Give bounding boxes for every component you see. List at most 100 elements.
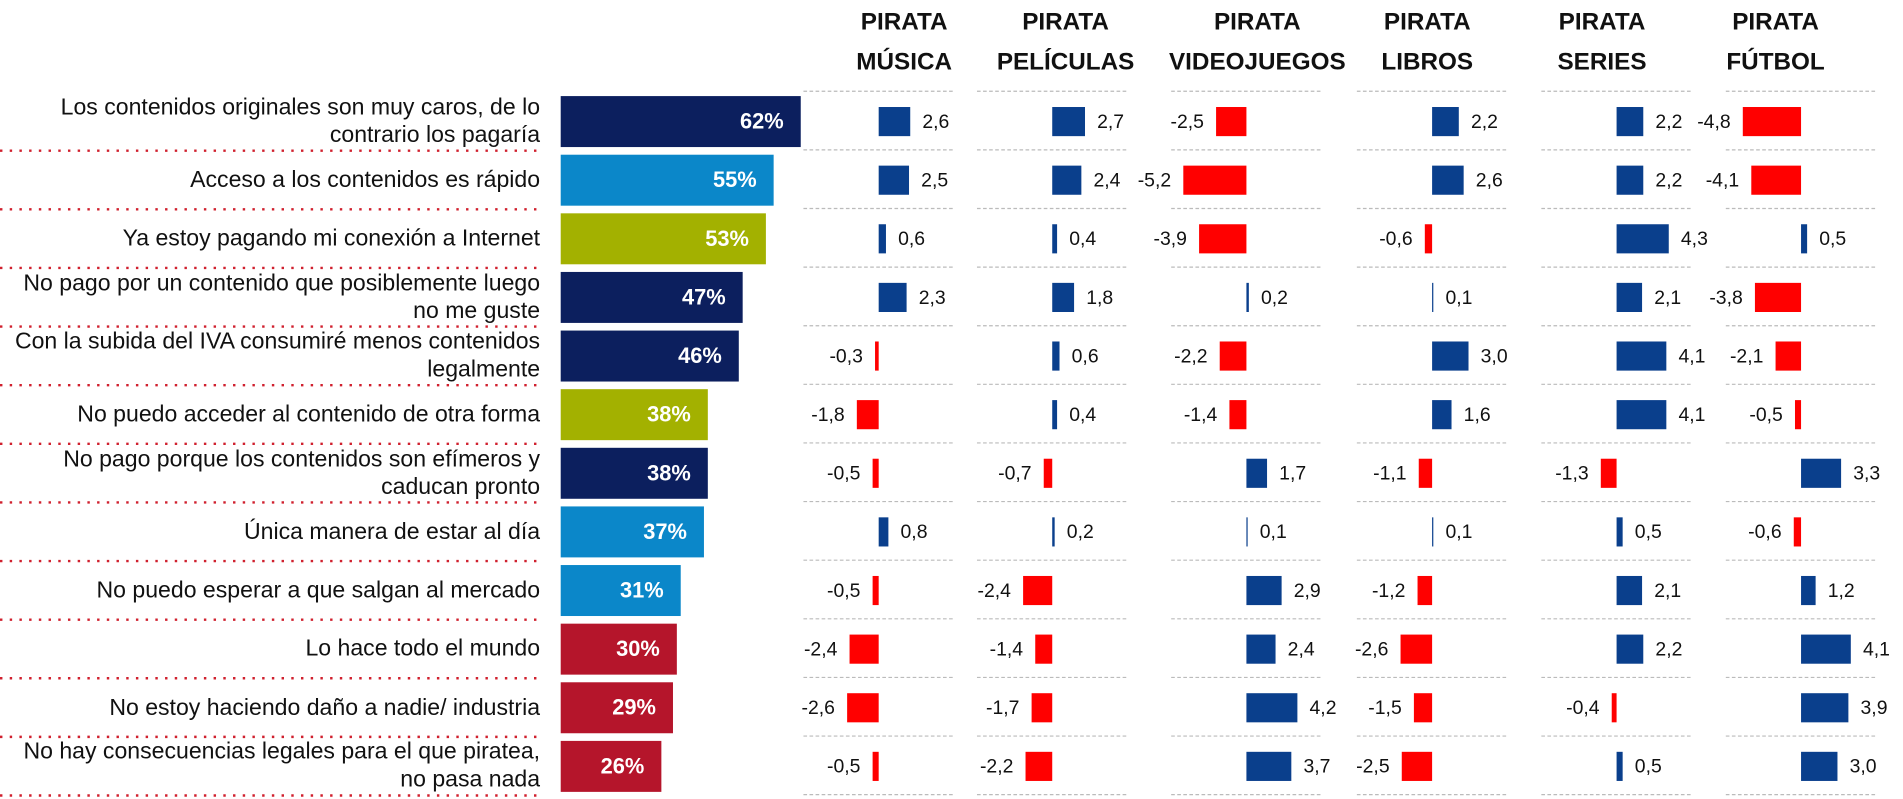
bar (878, 517, 889, 547)
column-title: PIRATA (1022, 9, 1109, 36)
column-title: MÚSICA (856, 48, 952, 76)
value-label: 55% (713, 167, 757, 192)
value-label: 2,2 (1471, 111, 1498, 133)
bar (872, 575, 879, 606)
bar (1775, 341, 1802, 371)
value-label: -0,5 (827, 756, 860, 778)
value-label: -2,5 (1356, 756, 1389, 778)
value-label: -0,3 (829, 345, 862, 367)
bar (1432, 517, 1434, 547)
value-label: 2,2 (1655, 638, 1682, 660)
category-box: No pago porque los contenidos son efímer… (63, 446, 541, 500)
value-label: -0,4 (1566, 697, 1600, 719)
bar (1401, 751, 1433, 781)
category-label: Los contenidos originales son muy caros,… (60, 94, 541, 149)
category-label: Lo hace todo el mundo (305, 636, 541, 662)
category-label: No pago porque los contenidos son efímer… (63, 446, 541, 500)
bar (1616, 282, 1643, 312)
value-label: 0,1 (1445, 521, 1472, 543)
bar (560, 154, 774, 206)
bar (1742, 107, 1802, 137)
bar (856, 400, 879, 430)
column-title: SERIES (1558, 49, 1647, 76)
value-label: 2,6 (922, 111, 949, 133)
value-label: 26% (601, 753, 645, 778)
bar (1246, 458, 1268, 488)
value-label: 30% (616, 636, 660, 661)
bar (1616, 165, 1644, 195)
value-label: -1,4 (990, 638, 1024, 660)
bar (560, 682, 673, 734)
bar (1418, 458, 1433, 488)
value-label: -4,1 (1706, 170, 1739, 192)
bar (1432, 282, 1434, 312)
category-label: No puedo esperar a que salgan al mercado (96, 577, 541, 604)
category-label: Única manera de estar al día (243, 519, 541, 545)
value-label: 62% (740, 109, 784, 134)
bar (1246, 282, 1249, 312)
value-label: 37% (643, 519, 687, 544)
bar (560, 389, 708, 441)
bar (1052, 517, 1055, 547)
column-title: PIRATA (1214, 9, 1301, 36)
value-label: 2,2 (1655, 170, 1682, 192)
bar (1611, 693, 1617, 723)
bar (1023, 575, 1053, 606)
bar (1801, 458, 1842, 488)
bar (1616, 224, 1669, 254)
bar (1432, 341, 1469, 371)
bar (560, 330, 739, 382)
bar (1043, 458, 1053, 488)
bar (1199, 224, 1247, 254)
category-label: Con la subida del IVA consumiré menos co… (14, 329, 541, 383)
value-label: -1,3 (1555, 463, 1588, 485)
category-box: No pago por un contenido que posiblement… (23, 271, 540, 324)
bar (1035, 634, 1053, 664)
category-label: No estoy haciendo daño a nadie/ industri… (109, 695, 541, 721)
bar (1751, 165, 1802, 195)
bar (1616, 751, 1623, 781)
value-label: -0,6 (1748, 521, 1781, 543)
value-label: 2,1 (1654, 287, 1681, 309)
value-label: 0,4 (1069, 404, 1096, 426)
value-label: 0,1 (1445, 287, 1472, 309)
column-title: PIRATA (1732, 9, 1819, 36)
bar (878, 224, 886, 254)
value-label: 1,7 (1279, 463, 1306, 485)
bar (1052, 341, 1060, 371)
value-label: 2,4 (1288, 638, 1315, 660)
value-label: 2,3 (919, 287, 946, 309)
bar (560, 447, 708, 499)
value-label: 4,1 (1678, 404, 1705, 426)
category-box: Única manera de estar al día (243, 519, 541, 545)
column-title: PIRATA (1559, 9, 1646, 36)
bar (1616, 517, 1623, 547)
value-label: 3,0 (1481, 345, 1508, 367)
value-label: 2,4 (1093, 170, 1120, 192)
bar (1246, 634, 1276, 664)
value-label: 0,4 (1069, 228, 1096, 250)
bar (1052, 165, 1082, 195)
value-label: 3,0 (1850, 756, 1877, 778)
bar (1052, 224, 1058, 254)
value-label: -0,6 (1379, 228, 1412, 250)
value-label: 31% (620, 578, 664, 603)
value-label: -3,9 (1153, 228, 1186, 250)
bar (1432, 165, 1464, 195)
value-label: -1,1 (1373, 463, 1406, 485)
value-label: 1,6 (1464, 404, 1491, 426)
bar (1216, 107, 1247, 137)
value-label: 38% (647, 460, 691, 485)
value-label: -0,5 (1749, 404, 1782, 426)
value-label: 4,3 (1681, 228, 1708, 250)
category-label: Acceso a los contenidos es rápido (190, 167, 541, 193)
bar (1616, 575, 1643, 606)
column-title: PIRATA (861, 9, 948, 36)
bar (1801, 751, 1838, 781)
bar (1801, 575, 1816, 606)
bar (1229, 400, 1247, 430)
value-label: -2,6 (802, 697, 835, 719)
bar (1754, 282, 1802, 312)
category-box: Ya estoy pagando mi conexión a Internet (123, 226, 540, 251)
